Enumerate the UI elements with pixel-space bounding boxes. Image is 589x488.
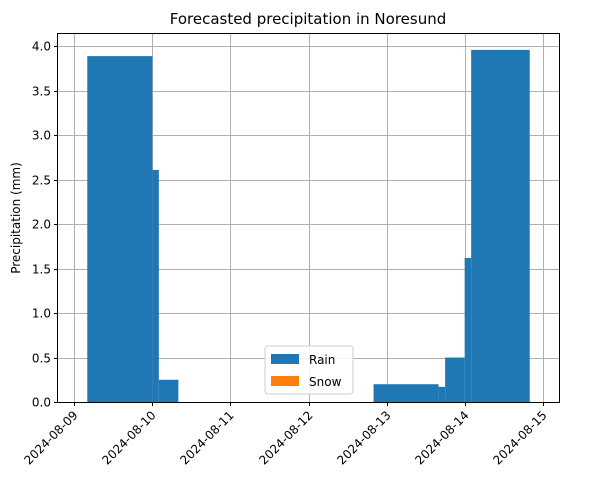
y-axis-ticks: 0.0 0.5 1.0 1.5 2.0 2.5 3.0 3.5 4.0 — [32, 40, 58, 410]
bar-rain — [158, 379, 179, 402]
x-tick-label: 2024-08-09 — [21, 408, 80, 467]
legend-swatch-rain — [271, 354, 299, 364]
legend-label-snow: Snow — [309, 375, 342, 389]
x-tick-label: 2024-08-14 — [412, 408, 471, 467]
bar-rain — [438, 386, 446, 402]
y-tick-label: 3.5 — [32, 85, 51, 99]
x-tick-label: 2024-08-13 — [334, 408, 393, 467]
x-axis-ticks: 2024-08-09 2024-08-10 2024-08-11 2024-08-12… — [21, 402, 550, 467]
plot-frame — [57, 33, 560, 403]
legend-label-rain: Rain — [309, 353, 335, 367]
bars — [87, 49, 530, 403]
y-tick-label: 3.0 — [32, 129, 51, 143]
bar-rain — [445, 357, 465, 402]
legend: Rain Snow — [264, 345, 354, 395]
legend-swatch-snow — [271, 376, 299, 386]
bar-rain — [87, 56, 153, 403]
x-tick-label: 2024-08-10 — [99, 408, 158, 467]
x-tick-label: 2024-08-11 — [177, 408, 236, 467]
y-tick-label: 1.0 — [32, 307, 51, 321]
bar-rain — [152, 169, 159, 402]
bar-rain — [471, 49, 530, 402]
y-tick-label: 4.0 — [32, 40, 51, 54]
x-tick-label: 2024-08-12 — [256, 408, 315, 467]
bar-rain — [464, 257, 472, 402]
x-tick-label: 2024-08-15 — [490, 408, 549, 467]
y-tick-label: 0.5 — [32, 352, 51, 366]
y-tick-label: 0.0 — [32, 396, 51, 410]
y-tick-label: 2.5 — [32, 174, 51, 188]
y-axis-label: Precipitation (mm) — [9, 162, 23, 274]
chart-title: Forecasted precipitation in Noresund — [170, 10, 447, 28]
bar-rain — [373, 384, 439, 402]
y-tick-label: 2.0 — [32, 218, 51, 232]
y-tick-label: 1.5 — [32, 263, 51, 277]
